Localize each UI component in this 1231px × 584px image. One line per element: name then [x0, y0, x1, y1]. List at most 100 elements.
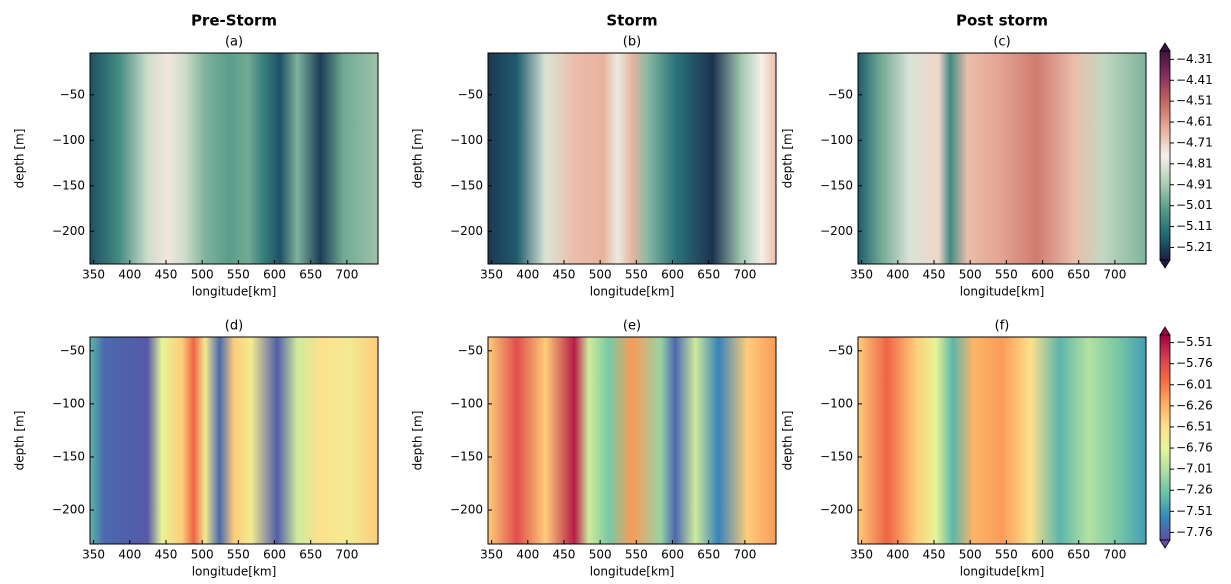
colorbar-extend-top	[1159, 326, 1171, 336]
x-tick-label: 450	[923, 268, 946, 282]
y-tick-label: −100	[52, 396, 85, 410]
x-tick-label: 350	[850, 548, 873, 562]
x-tick-label: 550	[625, 548, 648, 562]
contour-field	[90, 53, 378, 264]
x-tick-label: 600	[263, 548, 286, 562]
y-tick-label: −50	[458, 343, 483, 357]
colorbar-extend-bottom	[1159, 259, 1171, 269]
y-tick-label: −100	[820, 396, 853, 410]
panel-title: Storm	[606, 12, 657, 30]
x-tick-label: 350	[850, 268, 873, 282]
y-axis-label: depth [m]	[13, 411, 27, 471]
x-tick-label: 600	[661, 268, 684, 282]
x-tick-label: 500	[191, 548, 214, 562]
colorbar-tick-label: −4.51	[1176, 94, 1213, 108]
colorbar-tick-label: −4.61	[1176, 115, 1213, 129]
colorbar-tick-label: −4.31	[1176, 52, 1213, 66]
x-tick-label: 350	[480, 548, 503, 562]
x-tick-label: 650	[299, 548, 322, 562]
y-tick-label: −200	[820, 503, 853, 517]
colorbar-tick-label: −5.01	[1176, 198, 1213, 212]
panel-label: (c)	[993, 35, 1010, 50]
x-tick-label: 650	[299, 268, 322, 282]
colorbar-tick-label: −5.11	[1176, 219, 1213, 233]
x-tick-label: 450	[553, 268, 576, 282]
x-tick-label: 700	[335, 548, 358, 562]
plot-frame	[89, 336, 379, 545]
plot-frame	[487, 52, 777, 265]
y-tick-label: −150	[52, 178, 85, 192]
x-tick-label: 550	[995, 268, 1018, 282]
y-axis-label: depth [m]	[13, 129, 27, 189]
x-axis-label: longitude[km]	[192, 285, 277, 299]
x-tick-label: 700	[335, 268, 358, 282]
y-tick-label: −100	[820, 133, 853, 147]
x-tick-label: 400	[516, 268, 539, 282]
y-tick-label: −150	[820, 449, 853, 463]
plot-frame	[857, 52, 1147, 265]
y-tick-label: −200	[820, 224, 853, 238]
y-tick-label: −100	[450, 396, 483, 410]
contour-field	[488, 337, 776, 544]
x-tick-label: 400	[118, 268, 141, 282]
panel-title: Pre-Storm	[191, 12, 277, 30]
colorbar-tick-label: −7.76	[1176, 525, 1213, 539]
x-axis-label: longitude[km]	[192, 565, 277, 579]
x-tick-label: 500	[191, 268, 214, 282]
x-tick-label: 500	[589, 268, 612, 282]
x-tick-label: 450	[155, 268, 178, 282]
plot-frame	[89, 52, 379, 265]
plot-frame	[857, 336, 1147, 545]
panel-label: (e)	[623, 319, 641, 334]
x-tick-label: 450	[553, 548, 576, 562]
x-tick-label: 600	[263, 268, 286, 282]
y-axis-label: depth [m]	[781, 129, 795, 189]
y-tick-label: −200	[52, 224, 85, 238]
y-tick-label: −50	[828, 343, 853, 357]
colorbar	[1159, 334, 1171, 541]
contour-field	[488, 53, 776, 264]
colorbar	[1159, 50, 1171, 261]
contour-field	[858, 337, 1146, 544]
contour-field	[858, 53, 1146, 264]
x-axis-label: longitude[km]	[960, 565, 1045, 579]
y-tick-label: −50	[458, 87, 483, 101]
y-tick-label: −150	[450, 178, 483, 192]
colorbar-tick-label: −7.01	[1176, 462, 1213, 476]
x-tick-label: 650	[697, 268, 720, 282]
colorbar-tick-label: −4.91	[1176, 177, 1213, 191]
x-tick-label: 700	[733, 268, 756, 282]
x-tick-label: 600	[1031, 268, 1054, 282]
y-tick-label: −150	[450, 449, 483, 463]
x-tick-label: 550	[625, 268, 648, 282]
y-tick-label: −200	[450, 224, 483, 238]
colorbar-tick-label: −6.26	[1176, 398, 1213, 412]
colorbar-tick-label: −5.76	[1176, 356, 1213, 370]
colorbar-tick-label: −7.26	[1176, 483, 1213, 497]
y-tick-label: −200	[450, 503, 483, 517]
panel-label: (b)	[623, 35, 641, 50]
colorbar-tick-label: −4.41	[1176, 73, 1213, 87]
x-tick-label: 400	[886, 548, 909, 562]
x-tick-label: 350	[480, 268, 503, 282]
panel-label: (a)	[225, 35, 243, 50]
x-tick-label: 400	[118, 548, 141, 562]
x-tick-label: 700	[1103, 268, 1126, 282]
y-axis-label: depth [m]	[411, 411, 425, 471]
x-tick-label: 450	[155, 548, 178, 562]
x-tick-label: 350	[82, 548, 105, 562]
y-axis-label: depth [m]	[411, 129, 425, 189]
panel-title: Post storm	[956, 12, 1048, 30]
y-tick-label: −100	[52, 133, 85, 147]
colorbar-tick-label: −6.51	[1176, 419, 1213, 433]
panel-label: (d)	[225, 319, 243, 334]
x-tick-label: 500	[959, 268, 982, 282]
x-tick-label: 500	[589, 548, 612, 562]
x-tick-label: 600	[1031, 548, 1054, 562]
contour-field	[90, 337, 378, 544]
y-tick-label: −150	[52, 449, 85, 463]
x-tick-label: 400	[886, 268, 909, 282]
x-tick-label: 550	[227, 268, 250, 282]
x-axis-label: longitude[km]	[960, 285, 1045, 299]
